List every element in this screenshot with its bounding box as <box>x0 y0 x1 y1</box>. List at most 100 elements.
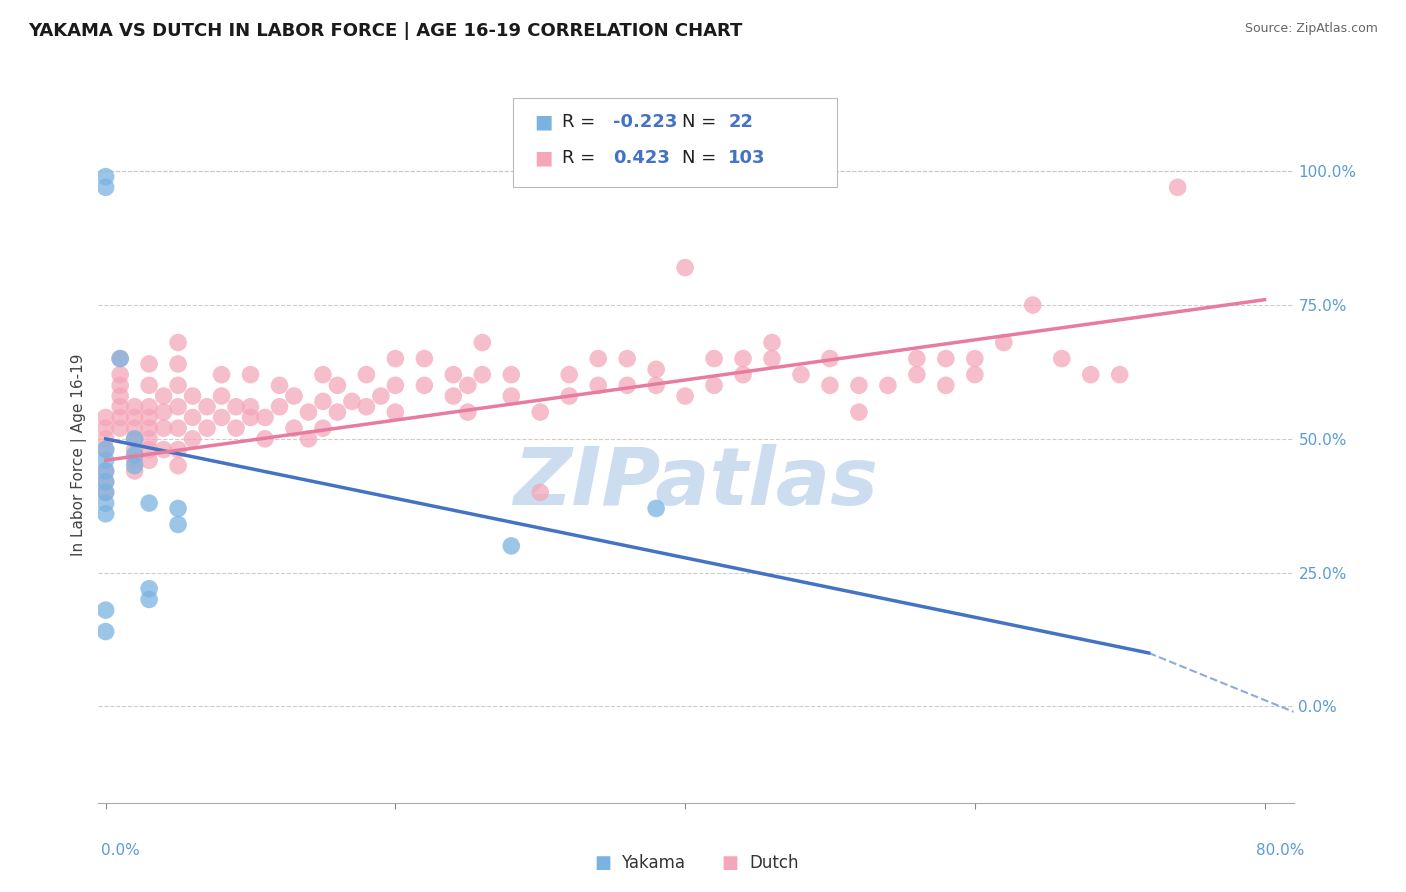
Point <box>703 378 725 392</box>
Point <box>1022 298 1045 312</box>
Point <box>138 442 160 457</box>
Text: ZIPatlas: ZIPatlas <box>513 443 879 522</box>
Point <box>138 582 160 596</box>
Point <box>673 260 696 275</box>
Point <box>905 351 928 366</box>
Point <box>848 378 870 392</box>
Point <box>94 624 117 639</box>
Point <box>152 405 174 419</box>
Point <box>94 453 117 467</box>
Point <box>586 378 609 392</box>
Point <box>181 389 204 403</box>
Point <box>384 351 406 366</box>
Point <box>94 464 117 478</box>
Point <box>935 378 957 392</box>
Point <box>167 335 190 350</box>
Point <box>138 592 160 607</box>
Point <box>501 368 523 382</box>
Point <box>195 421 218 435</box>
Point <box>558 368 581 382</box>
Point <box>457 378 479 392</box>
Point <box>269 400 291 414</box>
Point <box>441 368 464 382</box>
Point <box>108 378 131 392</box>
Point <box>124 432 146 446</box>
Point <box>935 351 957 366</box>
Text: 0.0%: 0.0% <box>101 843 141 858</box>
Point <box>253 432 276 446</box>
Point <box>586 351 609 366</box>
Point <box>108 400 131 414</box>
Point <box>167 458 190 473</box>
Point <box>225 421 247 435</box>
Point <box>94 485 117 500</box>
Point <box>239 410 262 425</box>
Point <box>645 501 668 516</box>
Point <box>108 389 131 403</box>
Point <box>211 410 233 425</box>
Text: R =: R = <box>562 113 602 131</box>
Point <box>413 351 436 366</box>
Point <box>963 351 986 366</box>
Point <box>283 389 305 403</box>
Point <box>138 432 160 446</box>
Point <box>225 400 247 414</box>
Point <box>138 378 160 392</box>
Point <box>124 453 146 467</box>
Point <box>471 335 494 350</box>
Point <box>94 421 117 435</box>
Point <box>1108 368 1130 382</box>
Text: ■: ■ <box>595 855 612 872</box>
Point <box>297 405 319 419</box>
Point <box>326 405 349 419</box>
Point <box>108 410 131 425</box>
Point <box>1050 351 1073 366</box>
Point <box>356 368 378 382</box>
Point <box>195 400 218 414</box>
Point <box>703 351 725 366</box>
Text: N =: N = <box>682 149 721 167</box>
Point <box>731 368 754 382</box>
Point <box>124 421 146 435</box>
Text: ■: ■ <box>721 855 738 872</box>
Point <box>94 475 117 489</box>
Point <box>312 394 335 409</box>
Point <box>94 442 117 457</box>
Point <box>413 378 436 392</box>
Point <box>138 410 160 425</box>
Point <box>94 410 117 425</box>
Point <box>124 442 146 457</box>
Text: 22: 22 <box>728 113 754 131</box>
Point <box>94 464 117 478</box>
Point <box>138 421 160 435</box>
Point <box>818 351 841 366</box>
Text: 0.423: 0.423 <box>613 149 669 167</box>
Text: 103: 103 <box>728 149 766 167</box>
Point <box>94 180 117 194</box>
Point <box>340 394 363 409</box>
Point <box>471 368 494 382</box>
Point <box>94 442 117 457</box>
Point <box>167 442 190 457</box>
Point <box>211 368 233 382</box>
Point <box>673 389 696 403</box>
Point <box>269 378 291 392</box>
Point <box>124 448 146 462</box>
Point <box>616 378 638 392</box>
Point <box>108 351 131 366</box>
Point <box>94 169 117 184</box>
Point <box>94 485 117 500</box>
Point <box>152 421 174 435</box>
Point <box>167 378 190 392</box>
Point <box>441 389 464 403</box>
Point <box>138 453 160 467</box>
Point <box>384 378 406 392</box>
Point <box>108 368 131 382</box>
Point <box>818 378 841 392</box>
Point <box>283 421 305 435</box>
Point <box>124 458 146 473</box>
Text: 80.0%: 80.0% <box>1257 843 1305 858</box>
Point <box>326 378 349 392</box>
Text: Dutch: Dutch <box>749 855 799 872</box>
Point <box>181 410 204 425</box>
